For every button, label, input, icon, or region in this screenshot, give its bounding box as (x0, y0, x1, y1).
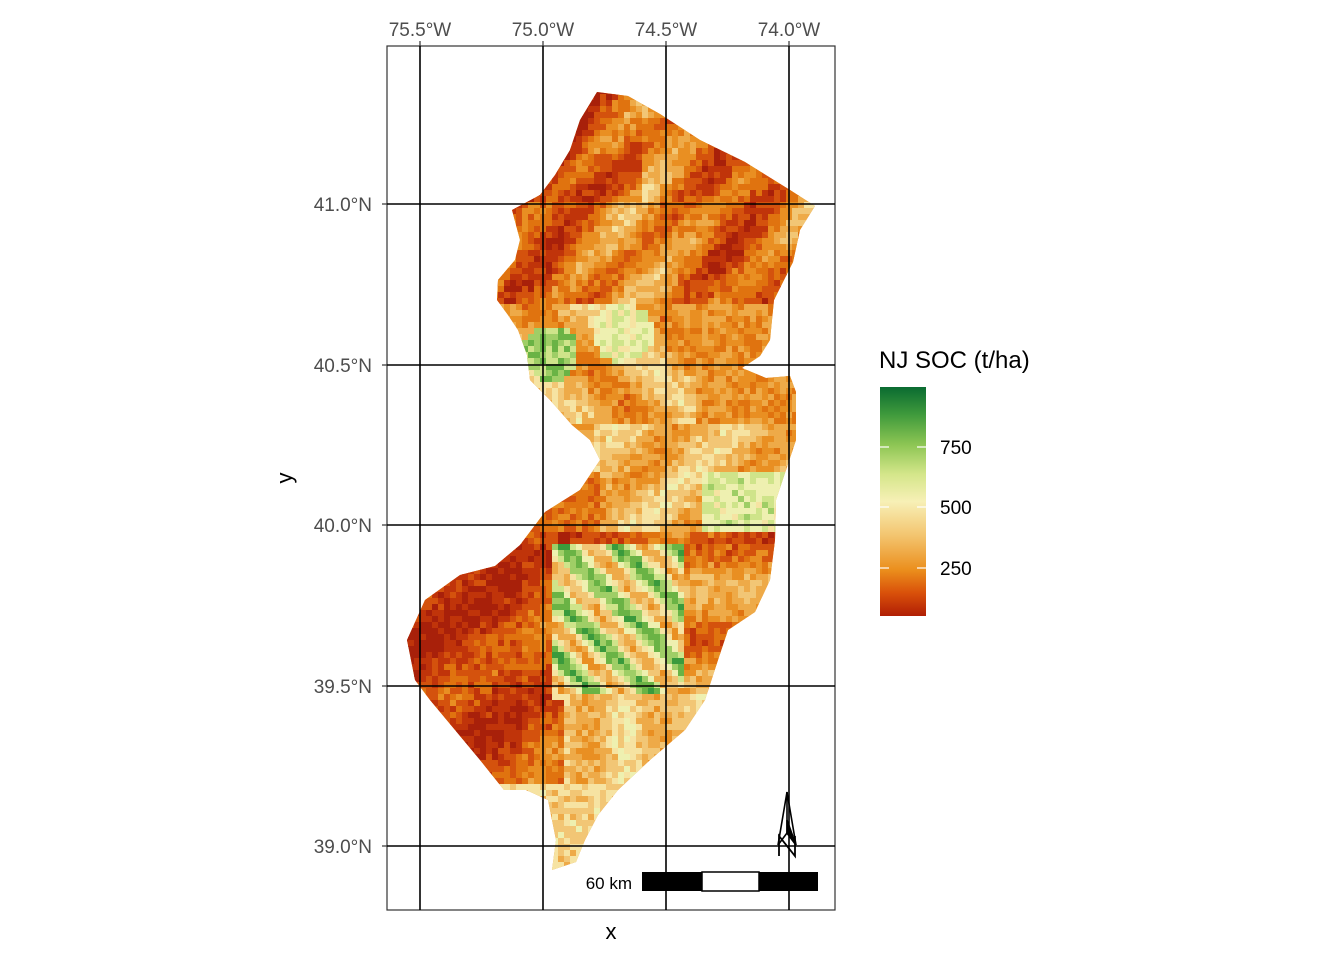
lon-label-75-0: 75.0°W (512, 20, 575, 41)
y-axis-title: y (272, 473, 297, 484)
scale-bar-label: 60 km (586, 874, 632, 893)
lat-label-39-5: 39.5°N (314, 677, 372, 698)
lat-label-39-0: 39.0°N (314, 837, 372, 858)
lon-label-74-0: 74.0°W (758, 20, 821, 41)
x-axis-title: x (606, 919, 617, 944)
legend-label-250: 250 (940, 559, 972, 580)
scale-bar (642, 871, 818, 892)
lon-label-75-5: 75.5°W (389, 20, 452, 41)
legend-label-500: 500 (940, 498, 972, 519)
north-arrow-icon (777, 791, 797, 859)
lat-label-41-0: 41.0°N (314, 195, 372, 216)
lat-label-40-5: 40.5°N (314, 356, 372, 377)
graticule (387, 46, 835, 910)
legend-colorbar (880, 387, 926, 616)
legend-label-750: 750 (940, 438, 972, 459)
legend-title: NJ SOC (t/ha) (879, 347, 1030, 374)
lon-label-74-5: 74.5°W (635, 20, 698, 41)
lat-label-40-0: 40.0°N (314, 516, 372, 537)
